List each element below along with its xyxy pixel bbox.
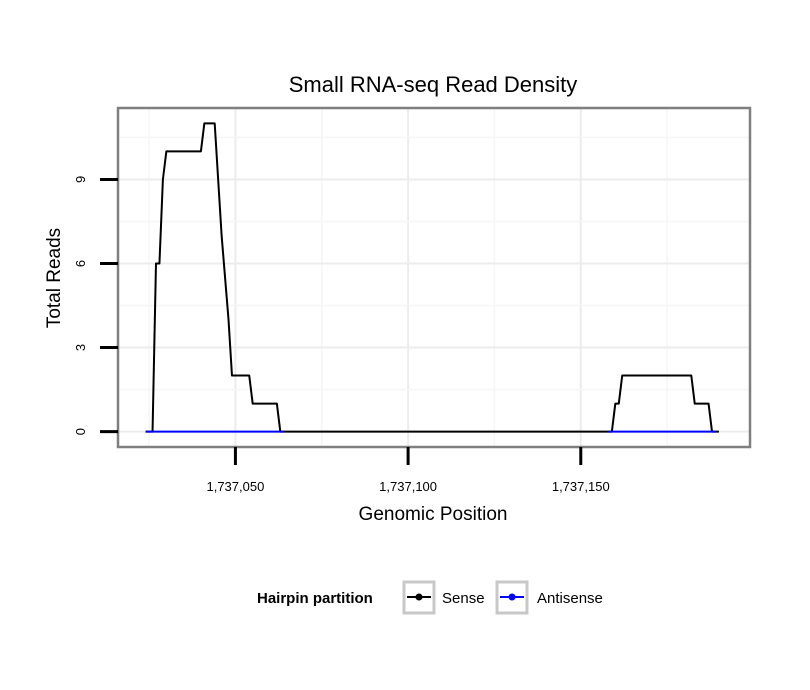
x-tick-label: 1,737,050 — [206, 479, 264, 494]
y-tick-label: 3 — [73, 344, 88, 351]
series-group — [145, 122, 719, 433]
plot-panel — [116, 106, 752, 449]
legend-title: Hairpin partition — [257, 590, 373, 607]
y-tick-label: 6 — [73, 260, 88, 267]
x-tick-label: 1,737,150 — [552, 479, 610, 494]
legend-point-sense — [415, 593, 423, 601]
y-tick-label: 9 — [73, 176, 88, 183]
chart-title: Small RNA-seq Read Density — [289, 72, 578, 97]
x-axis-title: Genomic Position — [359, 504, 508, 525]
y-ticks: 0 3 6 9 — [73, 176, 118, 435]
x-ticks: 1,737,050 1,737,100 1,737,150 — [206, 447, 610, 494]
series-line-sense — [145, 122, 719, 433]
y-axis-title: Total Reads — [44, 228, 65, 328]
legend-label-antisense: Antisense — [537, 590, 603, 607]
legend-label-sense: Sense — [442, 590, 485, 607]
y-tick-label: 0 — [73, 428, 88, 435]
legend-point-antisense — [508, 593, 516, 601]
legend: Hairpin partition Sense Antisense — [257, 580, 603, 615]
x-tick-label: 1,737,100 — [379, 479, 437, 494]
grid — [118, 108, 750, 447]
